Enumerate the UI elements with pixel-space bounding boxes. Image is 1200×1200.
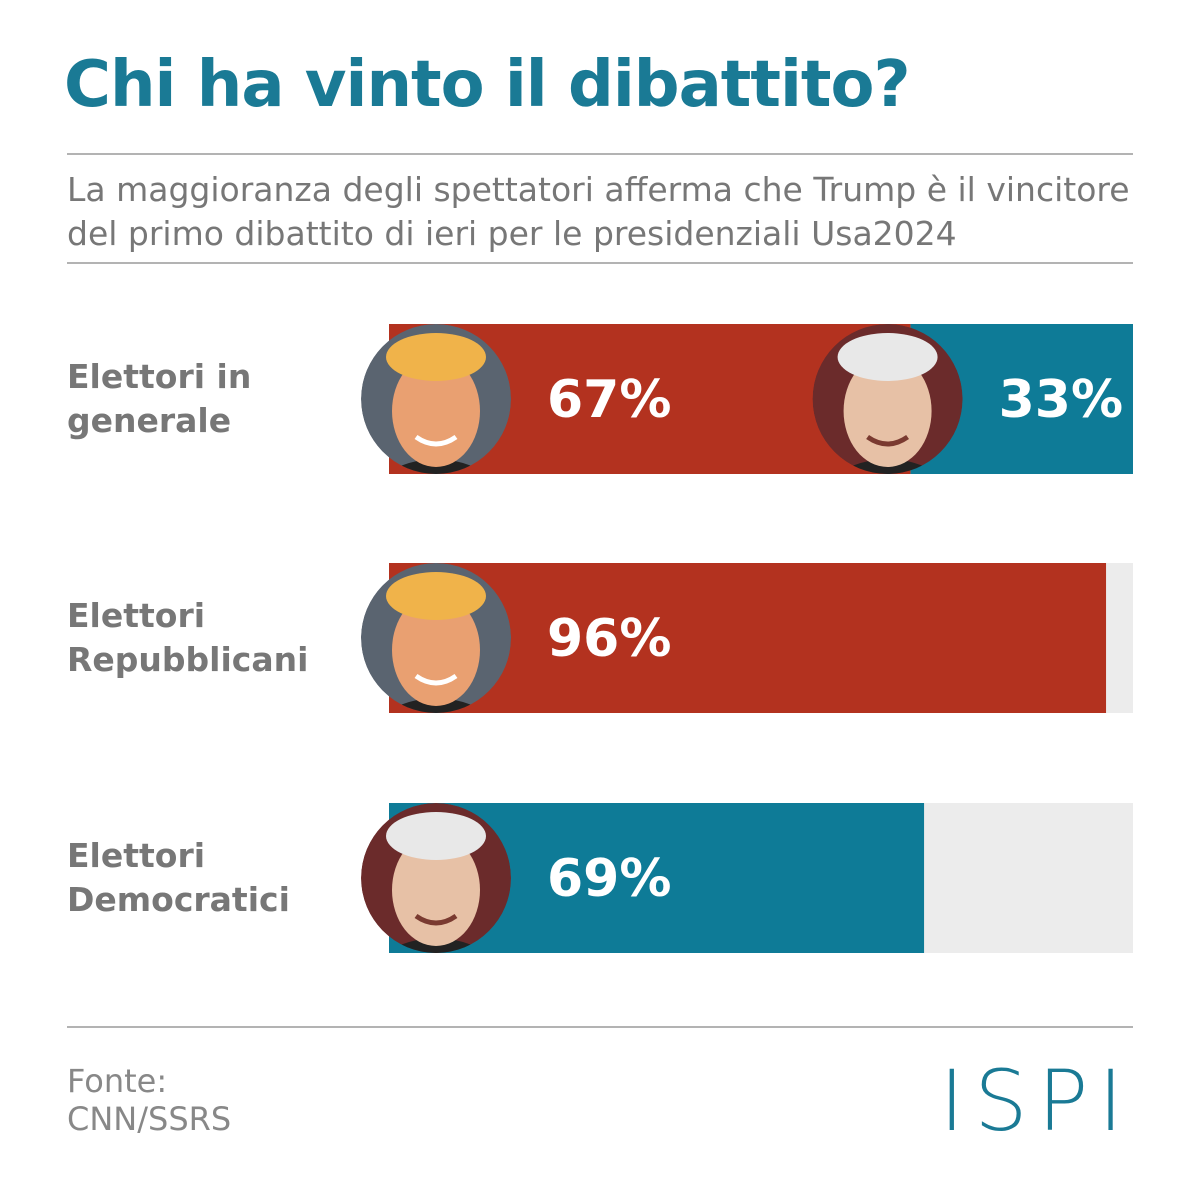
photo: [361, 324, 511, 474]
mouth: [414, 673, 458, 686]
photo: [812, 324, 963, 474]
divider: [67, 1026, 1133, 1028]
suit: [827, 459, 948, 474]
divider: [67, 153, 1133, 155]
source-label: Fonte:: [67, 1062, 168, 1100]
hair: [386, 333, 486, 381]
face: [392, 355, 480, 467]
face: [392, 834, 480, 946]
logo: ISPI: [939, 1052, 1133, 1150]
mouth: [414, 434, 458, 447]
suit: [376, 938, 496, 953]
suit: [376, 459, 496, 474]
divider: [67, 262, 1133, 264]
hair: [386, 572, 486, 620]
mouth: [866, 434, 910, 447]
face: [843, 355, 932, 467]
suit: [376, 698, 496, 713]
value-label: 96%: [547, 609, 671, 669]
value-label: 33%: [999, 370, 1123, 430]
chart-title: Chi ha vinto il dibattito?: [64, 48, 911, 122]
photo: [361, 803, 511, 953]
hair: [837, 333, 938, 381]
category-label: Elettori in generale: [67, 357, 252, 440]
face: [392, 594, 480, 706]
category-label: Elettori Democratici: [67, 836, 290, 919]
hair: [386, 812, 486, 860]
photo: [361, 563, 511, 713]
value-label: 69%: [547, 849, 671, 909]
category-label: Elettori Repubblicani: [67, 596, 309, 679]
source: CNN/SSRS: [67, 1100, 232, 1138]
value-label: 67%: [547, 370, 671, 430]
chart-subtitle: La maggioranza degli spettatori afferma …: [67, 170, 1130, 253]
mouth: [414, 913, 458, 926]
